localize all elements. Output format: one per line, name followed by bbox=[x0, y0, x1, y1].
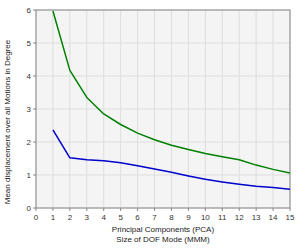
x-tick-label: 12 bbox=[235, 213, 244, 222]
x-tick-label: 9 bbox=[186, 213, 191, 222]
x-tick bbox=[273, 208, 274, 211]
y-tick-label: 3 bbox=[27, 105, 32, 114]
y-tick bbox=[33, 175, 36, 176]
plot-background bbox=[36, 10, 290, 208]
x-tick bbox=[120, 208, 121, 211]
x-tick bbox=[239, 208, 240, 211]
x-axis-label-line: Principal Components (PCA) bbox=[112, 225, 215, 234]
y-tick bbox=[33, 142, 36, 143]
y-tick bbox=[33, 208, 36, 209]
x-tick bbox=[171, 208, 172, 211]
x-tick-label: 13 bbox=[252, 213, 261, 222]
plot-frame bbox=[36, 10, 290, 208]
x-axis-label-line: Size of DOF Mode (MMM) bbox=[116, 235, 210, 244]
grid bbox=[36, 10, 290, 208]
x-tick bbox=[222, 208, 223, 211]
x-tick bbox=[86, 208, 87, 211]
x-tick bbox=[290, 208, 291, 211]
x-tick bbox=[256, 208, 257, 211]
x-tick-label: 8 bbox=[169, 213, 174, 222]
y-tick bbox=[33, 76, 36, 77]
y-tick bbox=[33, 10, 36, 11]
series-line bbox=[53, 11, 290, 173]
x-tick-label: 1 bbox=[51, 213, 56, 222]
x-tick bbox=[154, 208, 155, 211]
grid-line-y bbox=[36, 109, 290, 110]
y-tick-label: 4 bbox=[27, 72, 32, 81]
axes: 01234567891011121314150123456 bbox=[27, 6, 295, 222]
x-tick bbox=[188, 208, 189, 211]
x-tick-label: 10 bbox=[201, 213, 210, 222]
y-tick-label: 6 bbox=[27, 6, 32, 15]
x-tick-label: 5 bbox=[118, 213, 123, 222]
y-tick-label: 5 bbox=[27, 39, 32, 48]
x-tick-label: 14 bbox=[269, 213, 278, 222]
x-tick-label: 11 bbox=[218, 213, 227, 222]
x-tick-label: 0 bbox=[34, 213, 39, 222]
grid-line-y bbox=[36, 43, 290, 44]
x-tick-label: 7 bbox=[152, 213, 157, 222]
y-tick bbox=[33, 43, 36, 44]
x-tick bbox=[205, 208, 206, 211]
x-tick-label: 2 bbox=[68, 213, 73, 222]
chart: 01234567891011121314150123456Principal C… bbox=[0, 0, 300, 252]
y-axis-label: Mean displacement over all Motions in De… bbox=[3, 39, 12, 204]
y-tick-label: 0 bbox=[27, 204, 32, 213]
y-tick bbox=[33, 109, 36, 110]
x-tick-label: 4 bbox=[102, 213, 107, 222]
x-tick bbox=[69, 208, 70, 211]
x-tick bbox=[137, 208, 138, 211]
x-axis-label: Principal Components (PCA)Size of DOF Mo… bbox=[112, 225, 215, 244]
x-tick-label: 3 bbox=[85, 213, 90, 222]
x-tick bbox=[52, 208, 53, 211]
series-group bbox=[53, 11, 290, 189]
y-tick-label: 2 bbox=[27, 138, 32, 147]
x-tick-label: 15 bbox=[286, 213, 295, 222]
grid-line-y bbox=[36, 175, 290, 176]
y-tick-label: 1 bbox=[27, 171, 32, 180]
x-tick bbox=[103, 208, 104, 211]
x-tick-label: 6 bbox=[135, 213, 140, 222]
series-line bbox=[53, 130, 290, 189]
